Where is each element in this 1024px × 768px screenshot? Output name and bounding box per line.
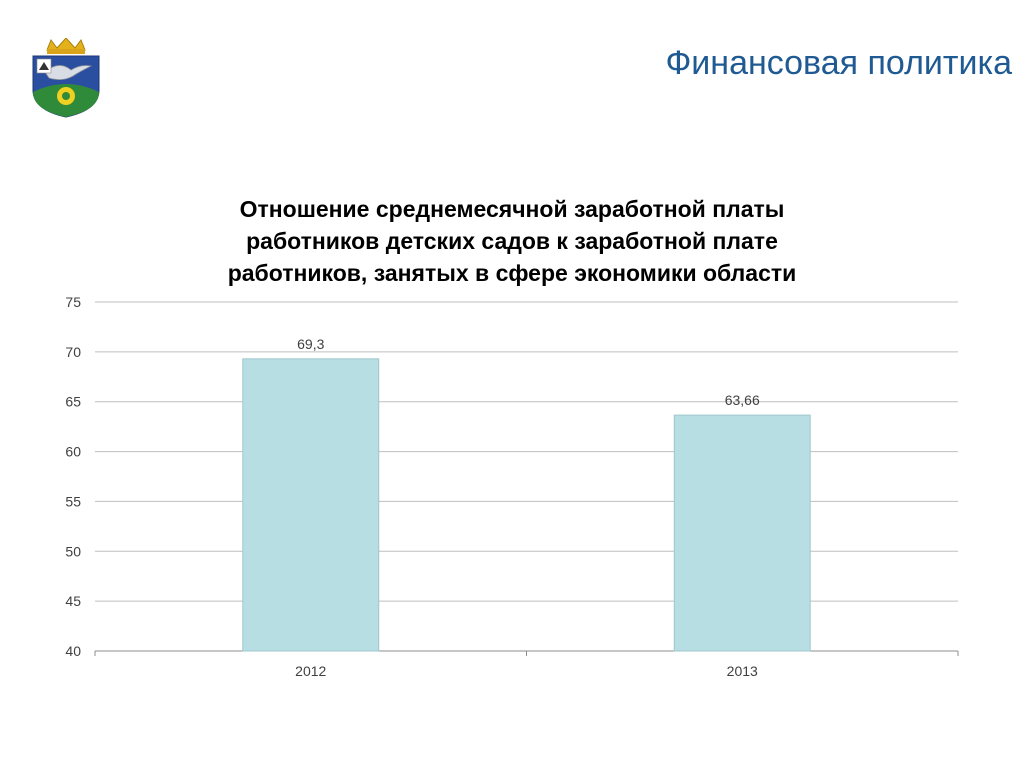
coat-of-arms-icon: [29, 37, 103, 118]
y-tick-label: 40: [65, 643, 81, 659]
bar: [673, 414, 811, 652]
y-tick-label: 55: [65, 493, 81, 509]
y-tick-label: 60: [65, 444, 81, 460]
y-tick-label: 50: [65, 543, 81, 559]
y-tick-label: 45: [65, 593, 81, 609]
y-tick-label: 65: [65, 394, 81, 410]
x-category-label: 2013: [727, 663, 758, 679]
data-label: 63,66: [725, 392, 760, 408]
y-tick-label: 70: [65, 344, 81, 360]
chart-title-line: работников, занятых в сфере экономики об…: [227, 260, 797, 286]
page-title: Финансовая политика: [665, 44, 1012, 82]
chart-title: Отношение среднемесячной заработной плат…: [150, 193, 874, 289]
data-label: 69,3: [297, 336, 324, 352]
x-category-label: 2012: [295, 663, 326, 679]
chart-title-line: Отношение среднемесячной заработной плат…: [239, 196, 785, 222]
bar: [242, 358, 380, 652]
chart-title-line: работников детских садов к заработной пл…: [246, 228, 778, 254]
y-tick-label: 75: [65, 294, 81, 310]
